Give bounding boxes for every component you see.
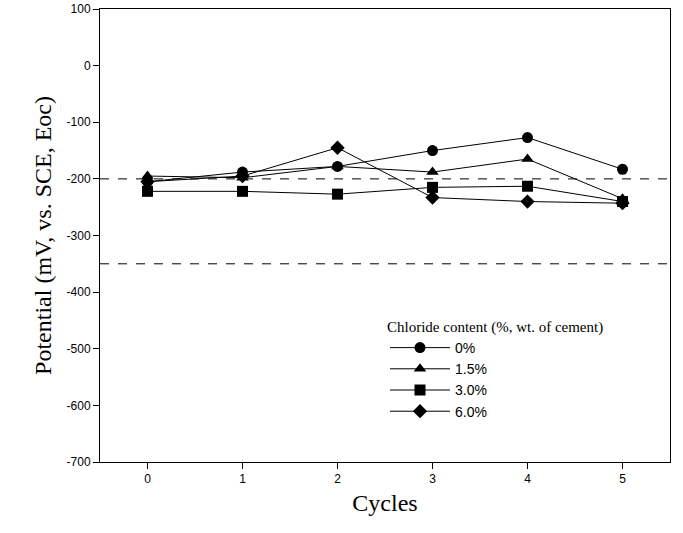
svg-text:0: 0: [84, 59, 91, 73]
svg-text:6.0%: 6.0%: [455, 404, 487, 420]
svg-text:1: 1: [239, 472, 246, 486]
svg-text:-700: -700: [67, 455, 91, 469]
svg-text:-600: -600: [67, 399, 91, 413]
svg-text:-100: -100: [67, 115, 91, 129]
svg-text:0%: 0%: [455, 340, 475, 356]
svg-text:-300: -300: [67, 229, 91, 243]
svg-text:1.5%: 1.5%: [455, 361, 487, 377]
svg-text:5: 5: [619, 472, 626, 486]
svg-text:-500: -500: [67, 342, 91, 356]
svg-text:Chloride content (%, wt. of ce: Chloride content (%, wt. of cement): [387, 319, 603, 336]
svg-text:100: 100: [71, 2, 91, 16]
svg-text:Potential (mV, vs. SCE, Eoc): Potential (mV, vs. SCE, Eoc): [30, 96, 56, 375]
svg-text:3: 3: [429, 472, 436, 486]
svg-text:4: 4: [524, 472, 531, 486]
svg-text:-200: -200: [67, 172, 91, 186]
svg-text:Cycles: Cycles: [352, 490, 417, 516]
svg-text:0: 0: [144, 472, 151, 486]
svg-text:-400: -400: [67, 285, 91, 299]
svg-text:2: 2: [334, 472, 341, 486]
svg-text:3.0%: 3.0%: [455, 382, 487, 398]
